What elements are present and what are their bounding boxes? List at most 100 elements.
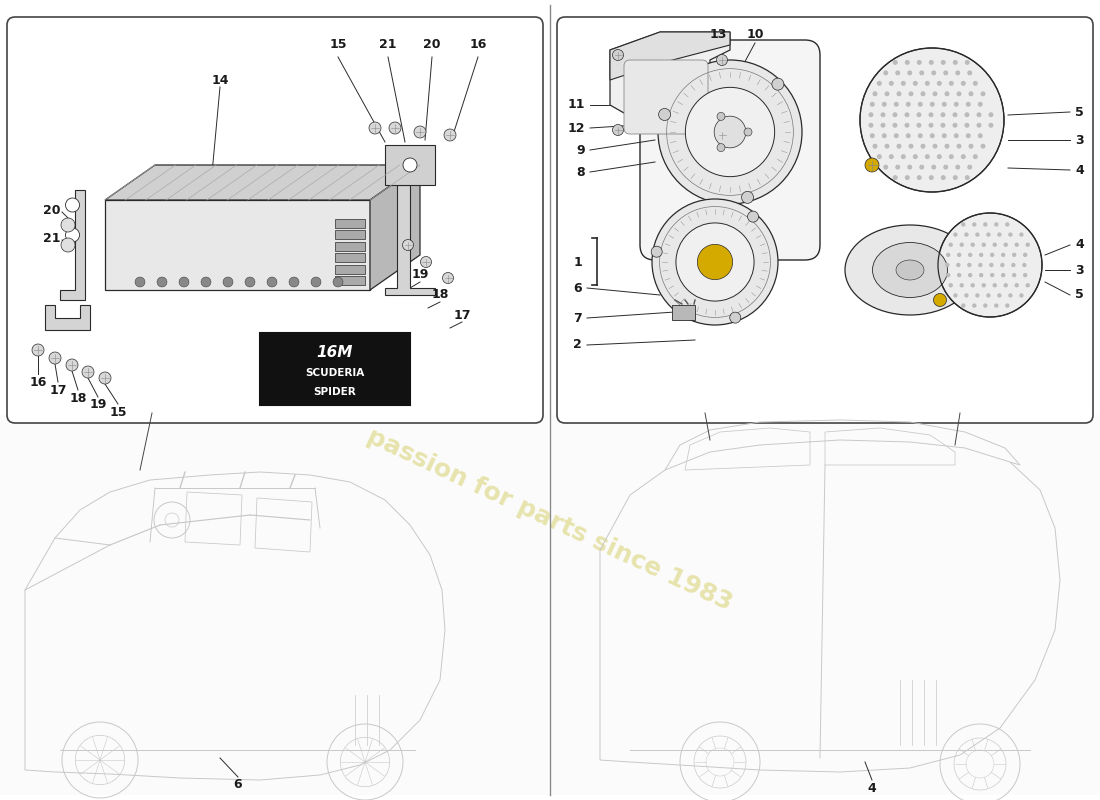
Circle shape [895, 165, 900, 170]
Circle shape [957, 273, 961, 278]
Circle shape [1014, 283, 1019, 287]
Circle shape [1023, 253, 1027, 257]
Circle shape [980, 91, 986, 96]
Circle shape [1001, 273, 1005, 278]
Circle shape [60, 218, 75, 232]
Polygon shape [104, 165, 420, 200]
Circle shape [987, 232, 991, 237]
Circle shape [884, 91, 890, 96]
Circle shape [916, 60, 922, 65]
Circle shape [966, 102, 971, 106]
Text: 6: 6 [573, 282, 582, 294]
Circle shape [954, 294, 958, 298]
Circle shape [954, 102, 959, 106]
Circle shape [943, 70, 948, 75]
Ellipse shape [872, 242, 947, 298]
Circle shape [245, 277, 255, 287]
Circle shape [1023, 273, 1027, 278]
Circle shape [921, 91, 925, 96]
Circle shape [992, 242, 997, 247]
Circle shape [928, 60, 934, 65]
Text: 2: 2 [573, 338, 582, 351]
Circle shape [905, 102, 911, 106]
Circle shape [943, 165, 948, 170]
Circle shape [965, 122, 969, 128]
Circle shape [948, 242, 953, 247]
Text: 10: 10 [746, 29, 763, 42]
Circle shape [953, 122, 957, 128]
Circle shape [960, 154, 966, 159]
Circle shape [880, 112, 886, 118]
Circle shape [980, 144, 986, 149]
Circle shape [934, 294, 946, 306]
Text: 16: 16 [470, 38, 486, 51]
Circle shape [909, 91, 913, 96]
Text: 21: 21 [379, 38, 397, 51]
Circle shape [994, 303, 999, 308]
Polygon shape [370, 165, 420, 290]
Circle shape [970, 283, 975, 287]
Circle shape [965, 60, 970, 65]
Circle shape [937, 154, 942, 159]
Circle shape [917, 102, 923, 106]
Text: 3: 3 [1075, 263, 1084, 277]
FancyBboxPatch shape [260, 333, 410, 405]
Circle shape [905, 134, 911, 138]
Circle shape [972, 303, 977, 308]
Circle shape [1003, 283, 1008, 287]
Circle shape [960, 81, 966, 86]
Circle shape [267, 277, 277, 287]
Circle shape [928, 122, 934, 128]
Circle shape [901, 81, 905, 86]
Polygon shape [336, 265, 365, 274]
Circle shape [442, 273, 453, 283]
Text: 20: 20 [424, 38, 441, 51]
Circle shape [658, 60, 802, 204]
Circle shape [50, 352, 60, 364]
Ellipse shape [845, 225, 975, 315]
Circle shape [697, 244, 733, 280]
Circle shape [920, 70, 924, 75]
Text: 7: 7 [573, 311, 582, 325]
Circle shape [872, 91, 878, 96]
Circle shape [965, 175, 970, 180]
Circle shape [884, 144, 890, 149]
Text: 20: 20 [43, 203, 60, 217]
Circle shape [946, 253, 950, 257]
Circle shape [872, 144, 878, 149]
FancyBboxPatch shape [552, 415, 1100, 795]
Circle shape [905, 175, 910, 180]
Text: 1: 1 [573, 255, 582, 269]
Circle shape [940, 112, 946, 118]
FancyBboxPatch shape [7, 17, 543, 423]
Circle shape [925, 81, 930, 86]
Circle shape [957, 91, 961, 96]
Text: 12: 12 [568, 122, 585, 134]
Circle shape [998, 232, 1002, 237]
Circle shape [954, 232, 958, 237]
Text: 5: 5 [1075, 106, 1084, 118]
Text: 19: 19 [411, 269, 429, 282]
FancyBboxPatch shape [0, 415, 548, 795]
Circle shape [970, 242, 975, 247]
Circle shape [1000, 262, 1004, 267]
Circle shape [860, 48, 1004, 192]
Text: 4: 4 [1075, 163, 1084, 177]
Circle shape [420, 257, 431, 267]
Circle shape [966, 134, 971, 138]
Circle shape [1025, 242, 1030, 247]
Circle shape [917, 134, 923, 138]
Circle shape [981, 242, 986, 247]
Circle shape [893, 60, 898, 65]
Circle shape [1009, 232, 1013, 237]
Circle shape [955, 165, 960, 170]
Circle shape [865, 158, 879, 172]
Circle shape [930, 134, 935, 138]
Circle shape [989, 112, 993, 118]
Circle shape [311, 277, 321, 287]
Circle shape [444, 129, 456, 141]
Circle shape [946, 273, 950, 278]
Circle shape [990, 273, 994, 278]
Text: 11: 11 [568, 98, 585, 111]
Circle shape [908, 70, 912, 75]
